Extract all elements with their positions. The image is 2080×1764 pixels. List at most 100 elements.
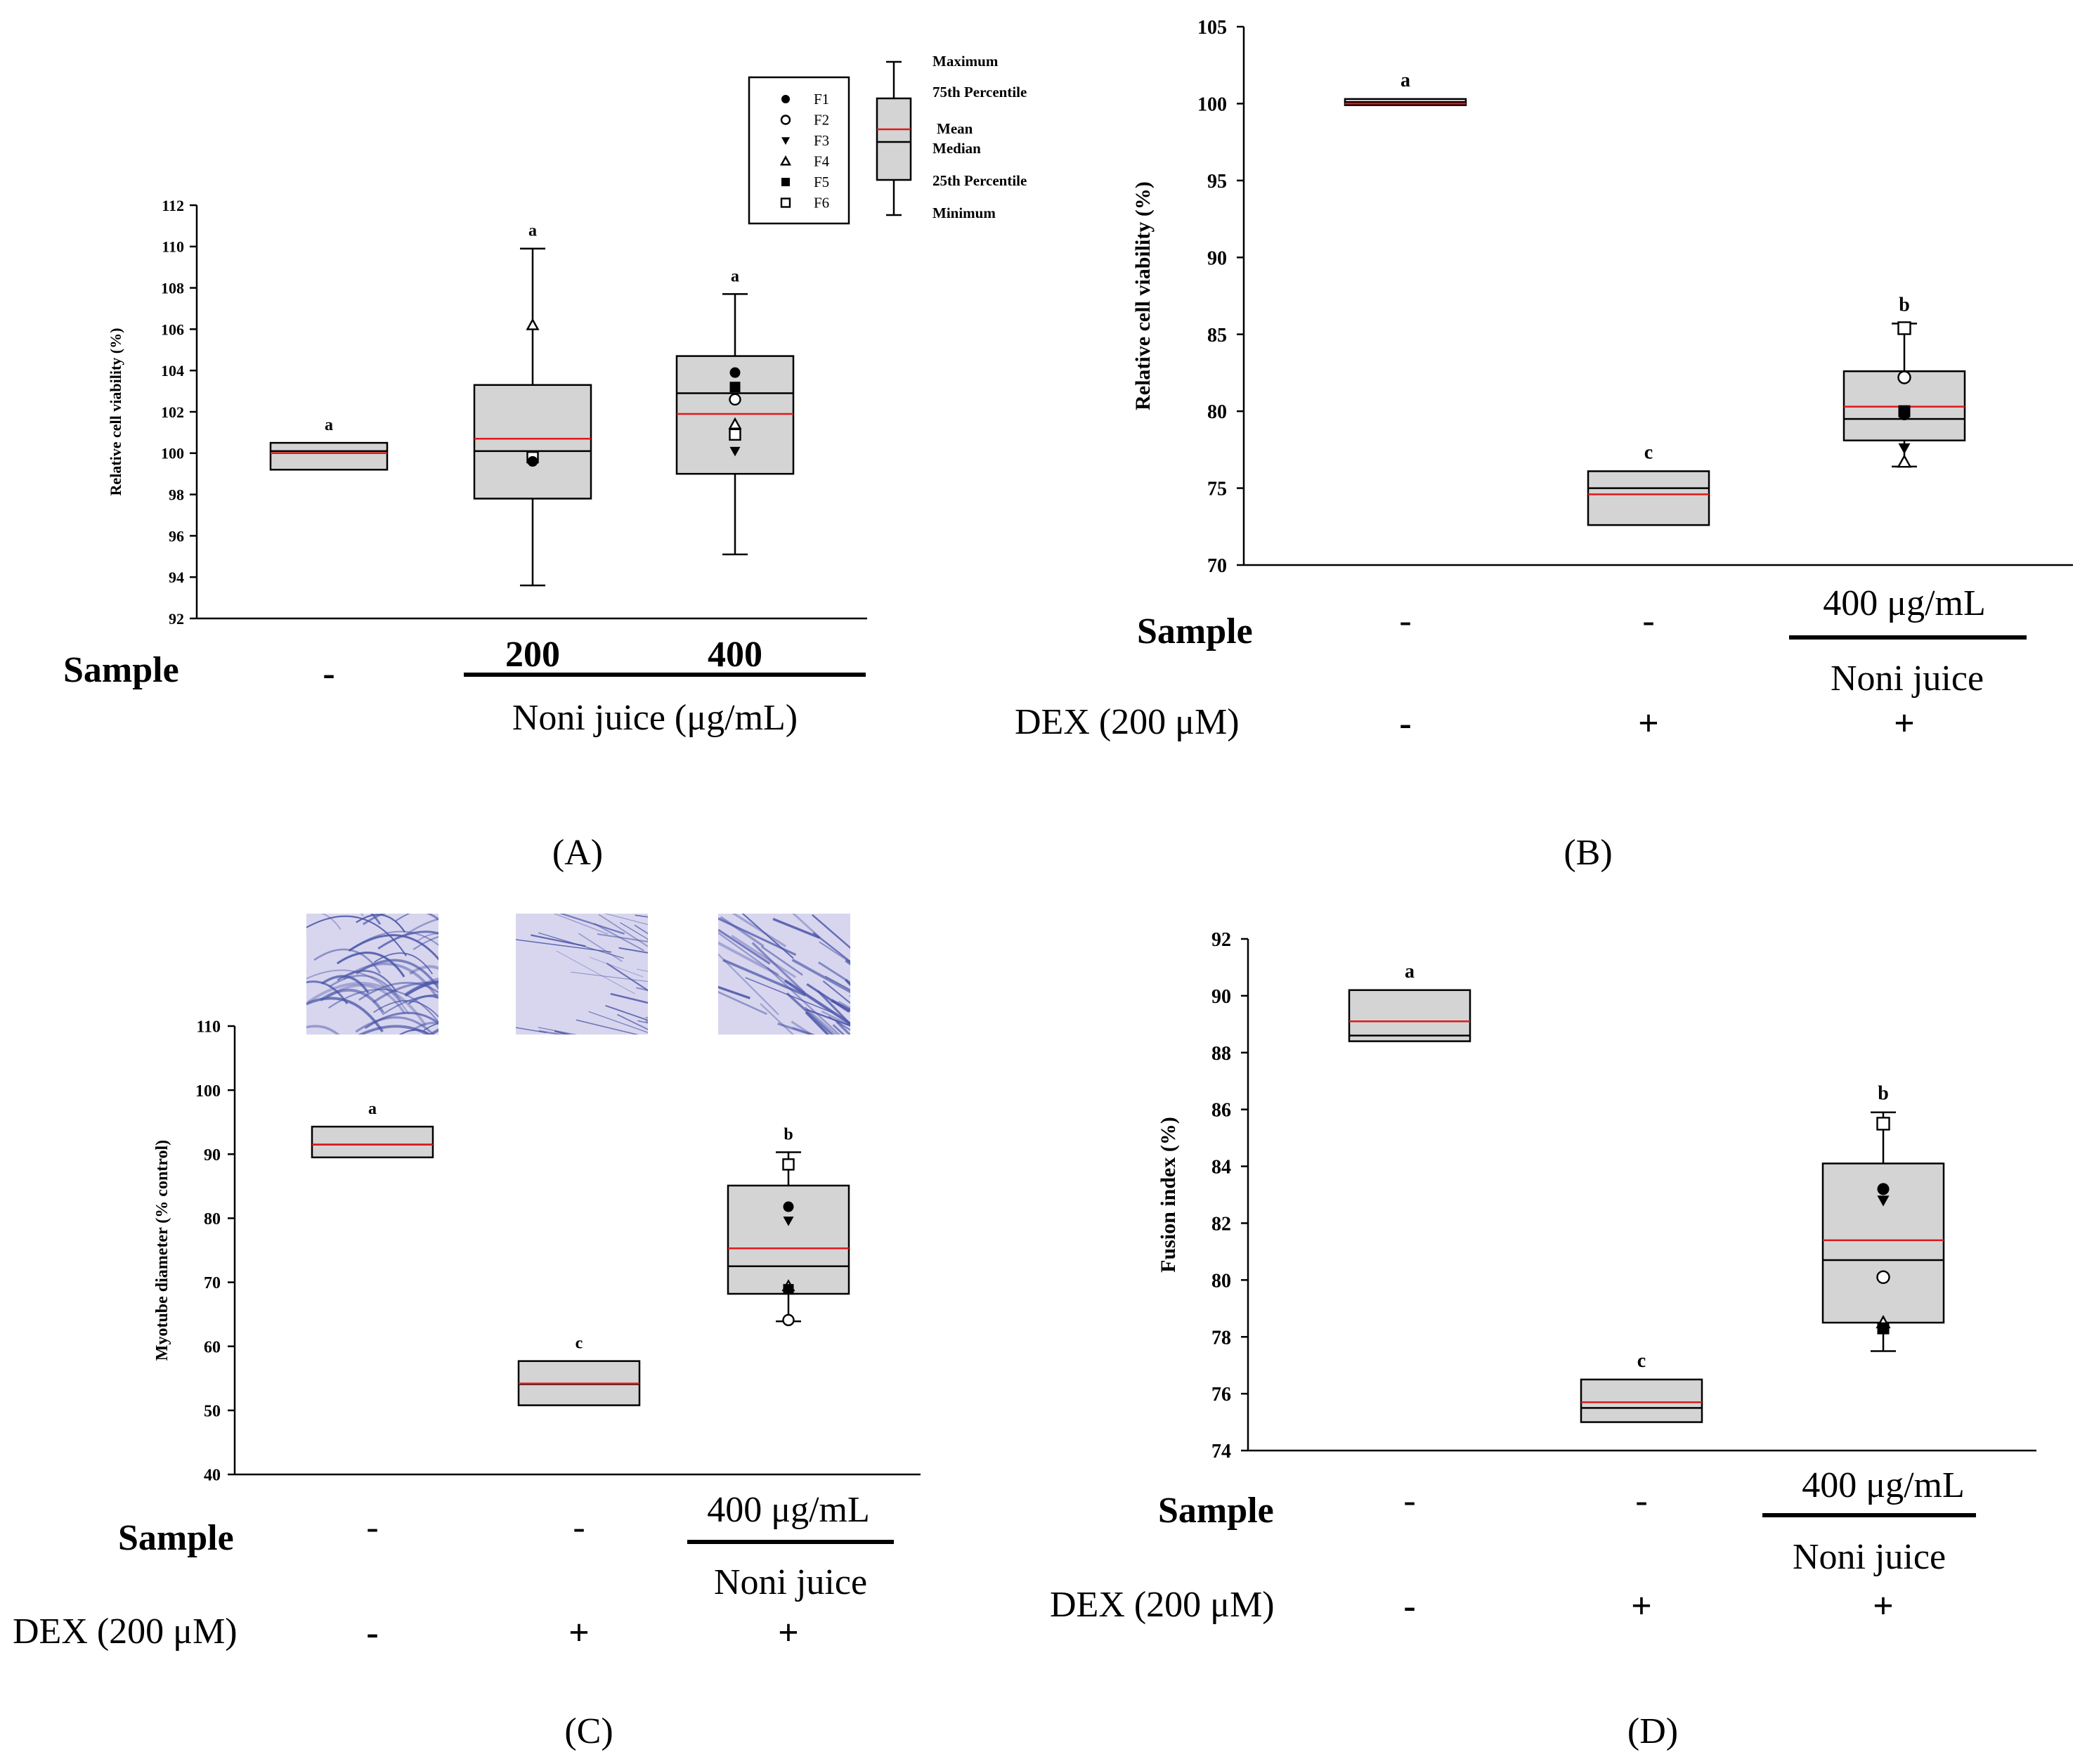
legend-symbol-label: F3 [814,132,829,149]
panel-a-significance-letter: a [325,416,333,434]
panel-a-y-tick-label: 102 [161,403,184,421]
panel-d-box-group-2: c [1580,1350,1703,1423]
panel-d-box [1580,1378,1703,1423]
micrograph-fiber [791,1020,814,1035]
panel-d-y-tick-label: 90 [1211,986,1231,1008]
panel-c-condition-value: - [366,1613,378,1653]
panel-a-data-point-f4 [728,417,742,429]
panel-c-y-tick-label: 110 [196,1018,221,1037]
legend-minimum-label: Minimum [932,205,996,221]
panel-a-y-tick-label: 112 [162,197,184,214]
micrograph-fiber [646,939,648,941]
legend-symbol-box [748,76,850,225]
panel-d-y-tick-label: 92 [1211,929,1231,951]
micrograph-fiber [772,917,821,940]
micrograph-fiber [777,1022,816,1035]
panel-d-data-point-f3 [1877,1195,1890,1207]
panel-d-condition-value: + [1631,1586,1652,1626]
panel-b-significance-letter: a [1400,70,1410,91]
micrograph-fiber [373,1000,438,1018]
micrograph-fiber [718,953,779,1016]
micrograph-fiber [838,1001,850,1009]
panel-d-y-tick-label: 80 [1211,1270,1231,1292]
micrograph-fiber [372,981,438,1004]
panel-d-box-group-1: a [1348,961,1471,1042]
panel-b-box-group-3: b [1842,294,1966,468]
legend-symbol-f3 [781,137,790,145]
panel-d-y-tick-label: 86 [1211,1100,1231,1122]
micrograph-fiber [355,1016,435,1035]
micrograph-fiber [718,985,750,999]
micrograph-fiber [578,933,623,962]
panel-c-condition-value: + [568,1613,590,1653]
panel-b-y-axis-title: Relative cell viability (%) [1131,181,1155,410]
legend-symbol-f6 [780,197,791,208]
panel-b-sample-label: Sample [1137,611,1253,651]
micrograph-fiber [722,959,807,997]
panel-c-significance-letter: a [368,1100,377,1118]
panel-b-condition-value: + [1638,703,1659,744]
panel-a-y-tick-label: 98 [169,486,184,504]
micrograph-fiber [446,1011,499,1030]
legend-symbol-f4 [779,155,792,166]
panel-b-significance-letter: c [1644,441,1653,463]
panel-d-data-point-f6 [1876,1117,1890,1131]
micrograph-fiber [767,967,840,1035]
micrograph-fiber [306,914,342,930]
panel-c-box-group-3: b [727,1126,850,1327]
micrograph-fiber [408,965,438,975]
legend-symbol-list: F1 F2 F3 F4 F5 F6 [779,91,830,212]
panel-b-condition-value: - [1642,601,1654,641]
panel-b-significance-letter: b [1899,294,1910,316]
micrograph-fiber [516,939,612,953]
panel-c-group-label: Noni juice [714,1562,867,1602]
micrograph-fiber [320,975,370,994]
micrograph-fiber [306,997,384,1033]
micrograph-fiber [741,914,794,959]
panel-a-y-tick-label: 100 [161,445,184,462]
panel-d-y-tick-label: 78 [1211,1327,1231,1349]
panel-c-box-group-1: a [311,1100,434,1159]
panel-b-y-tick-label: 70 [1207,555,1227,577]
panel-d-significance-letter: a [1405,961,1415,982]
panel-b-condition-value: + [1894,703,1915,744]
panel-a-data-point-f4 [526,318,540,330]
panel-c-condition-value: - [366,1507,378,1548]
micrograph-fiber [538,932,624,959]
panel-a-box-group-1: a [269,416,389,471]
micrograph-fiber [598,914,648,947]
panel-a-data-point-f1 [729,367,741,378]
panel-a-significance-letter: a [528,222,537,240]
micrograph-1 [306,914,499,1035]
panel-d-box-group-3: b [1821,1083,1945,1352]
micrograph-fiber [849,994,850,997]
micrograph-fiber [791,959,850,994]
micrograph-fiber [871,905,921,952]
micrograph-fiber [552,914,609,935]
legend-box-diagram: Maximum 75th Percentile Mean Median 25th… [876,53,1027,221]
panel-a-y-tick-label: 94 [169,569,184,586]
panel-c-data-point-f6 [782,1158,795,1171]
micrograph-fiber [306,980,349,1005]
panel-c-significance-letter: c [576,1335,583,1353]
micrograph-fiber [751,942,806,994]
micrograph-fiber [306,969,410,1015]
panel-c-data-point-f5 [783,1284,794,1295]
micrograph-fiber [604,914,648,926]
micrograph-fiber [819,941,850,964]
micrograph-fiber [818,961,850,984]
micrograph-fiber [812,932,850,963]
micrograph-fiber [805,1011,830,1035]
panel-b-box [1587,470,1710,526]
panel-b-data-point-f4 [1897,454,1912,468]
micrograph-fiber [831,999,850,1012]
micrograph-fiber [804,1006,838,1035]
micrograph-fiber [620,922,648,940]
legend-symbol-label: F6 [814,195,829,212]
legend-symbol-f5 [781,178,790,186]
micrograph-fiber [602,1044,709,1067]
panel-a-y-tick-label: 92 [169,610,184,628]
micrograph-fiber [871,980,930,1034]
micrograph-fiber [423,1023,438,1031]
panel-b-y-tick-label: 105 [1197,17,1227,39]
